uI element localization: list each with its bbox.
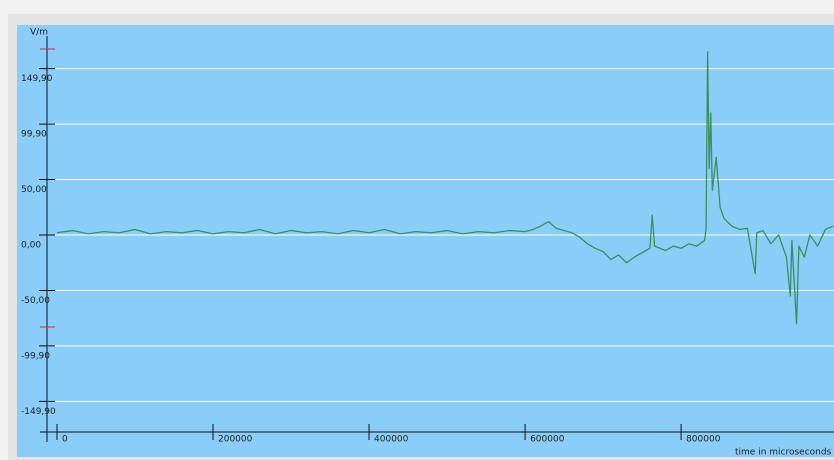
y-tick-label: 149,90	[21, 74, 53, 84]
x-tick-label: 600000	[530, 435, 565, 445]
y-tick-label: 0,00	[21, 240, 41, 250]
x-tick-label: 400000	[374, 435, 409, 445]
x-tick-label: 200000	[218, 435, 253, 445]
x-axis-label: time in microseconds	[735, 448, 832, 458]
y-tick-label: -99,90	[21, 351, 50, 361]
data-line	[56, 51, 834, 325]
x-tick-label: 0	[62, 435, 68, 445]
y-axis-label: V/m	[30, 28, 48, 38]
plot-area	[17, 25, 834, 457]
x-tick-label: 800000	[686, 435, 721, 445]
y-tick-label: -50,00	[21, 296, 50, 306]
y-tick-label: 99,90	[21, 130, 47, 140]
y-tick-label: 50,00	[21, 185, 47, 195]
y-tick-label: -149,90	[21, 407, 56, 417]
